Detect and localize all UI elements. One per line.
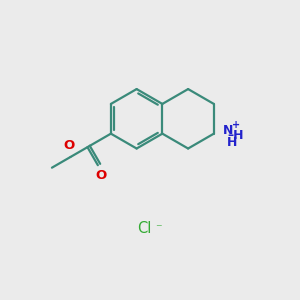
Text: +: + [232,120,240,130]
Text: O: O [95,169,107,182]
Text: ⁻: ⁻ [155,222,162,235]
Text: –H: –H [227,129,243,142]
Text: H: H [227,136,237,149]
Text: N: N [224,124,234,136]
Text: O: O [63,139,75,152]
Text: Cl: Cl [137,221,151,236]
